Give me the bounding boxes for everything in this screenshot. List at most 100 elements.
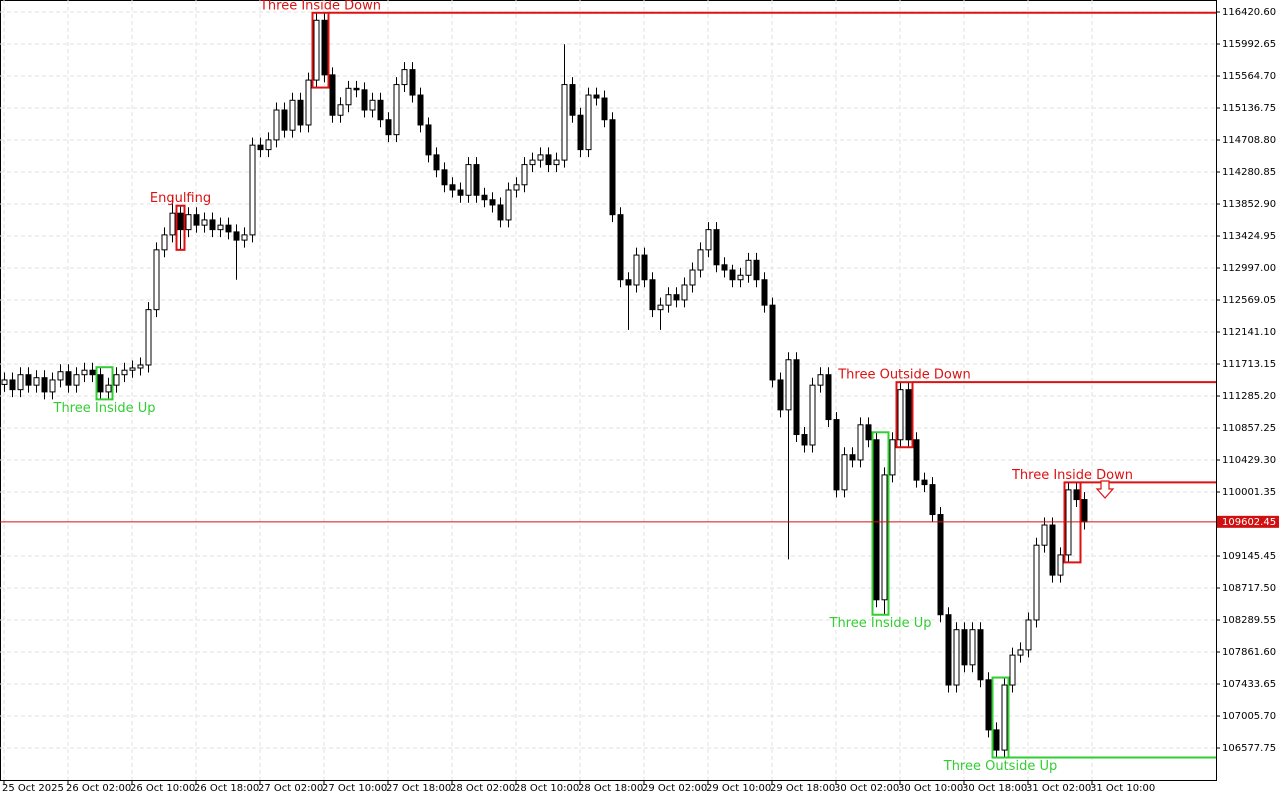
pattern-label: Three Inside Up	[53, 401, 156, 416]
candle-body	[89, 369, 96, 376]
candle-body	[921, 479, 928, 486]
candle-body	[729, 269, 736, 281]
pattern-label: Three Inside Down	[1011, 468, 1133, 483]
candle-body	[97, 374, 104, 393]
candle-body	[785, 359, 792, 411]
pattern-box	[95, 366, 114, 401]
candle-body	[417, 94, 424, 126]
candle-body	[137, 364, 144, 369]
candle-body	[769, 304, 776, 381]
x-tick-label: 26 Oct 10:00	[130, 783, 195, 794]
candle-body	[505, 189, 512, 221]
candle-body	[913, 439, 920, 481]
candle-body	[353, 87, 360, 91]
candle-body	[577, 114, 584, 151]
sell-arrow	[1095, 480, 1115, 499]
pattern-label: Three Outside Up	[943, 759, 1057, 774]
candle-body	[241, 234, 248, 241]
candle-body	[129, 367, 136, 371]
candle-body	[897, 389, 904, 441]
candle-body	[209, 219, 216, 231]
candle-body	[161, 234, 168, 251]
candle-body	[273, 109, 280, 141]
candle-body	[1033, 544, 1040, 621]
candle-body	[1017, 649, 1024, 656]
candle-body	[433, 154, 440, 171]
candle-body	[409, 69, 416, 96]
current-price-tag	[1217, 515, 1279, 528]
y-tick-label: 109145.45	[1222, 551, 1276, 562]
pattern-box	[991, 676, 1010, 759]
candle-body	[377, 99, 384, 121]
candle-body	[681, 284, 688, 301]
y-tick-label: 113424.95	[1222, 231, 1276, 242]
candle-body	[633, 254, 640, 286]
candle-body	[961, 629, 968, 666]
candle-body	[689, 269, 696, 286]
y-tick-label: 108717.50	[1222, 583, 1276, 594]
x-tick-label: 28 Oct 18:00	[578, 783, 643, 794]
pattern-box	[311, 11, 330, 89]
x-tick-label: 29 Oct 10:00	[706, 783, 771, 794]
pattern-box	[895, 381, 914, 449]
candle-body	[393, 84, 400, 136]
y-tick-label: 107433.65	[1222, 679, 1276, 690]
candle-body	[257, 144, 264, 151]
candle-body	[233, 231, 240, 241]
candle-body	[937, 514, 944, 616]
candle-body	[841, 454, 848, 491]
candle-body	[673, 294, 680, 301]
candle-body	[473, 164, 480, 196]
candle-body	[497, 204, 504, 221]
x-tick-label: 27 Oct 02:00	[258, 783, 323, 794]
candle-body	[1001, 684, 1008, 751]
candle-body	[217, 224, 224, 231]
candle-body	[249, 144, 256, 236]
plot-area	[0, 0, 1217, 781]
y-tick-label: 108289.55	[1222, 615, 1276, 626]
pattern-label: Three Inside Up	[829, 616, 932, 631]
candle-body	[185, 214, 192, 231]
candle-body	[657, 304, 664, 311]
candle-body	[761, 279, 768, 306]
candle-body	[81, 369, 88, 376]
candle-body	[145, 309, 152, 366]
x-tick-label: 30 Oct 10:00	[898, 783, 963, 794]
x-tick-label: 27 Oct 10:00	[322, 783, 387, 794]
candle-body	[585, 94, 592, 151]
candle-body	[601, 97, 608, 121]
candle-body	[569, 84, 576, 116]
candle-body	[625, 279, 632, 286]
candle-body	[457, 189, 464, 196]
y-tick-label: 113852.90	[1222, 199, 1276, 210]
candle-body	[25, 374, 32, 386]
candle-body	[817, 374, 824, 386]
candle-body	[953, 629, 960, 686]
candle-body	[745, 259, 752, 276]
x-tick-label: 28 Oct 02:00	[450, 783, 515, 794]
x-tick-label: 29 Oct 18:00	[770, 783, 835, 794]
current-price-label: 109602.45	[1222, 517, 1276, 528]
y-tick-label: 116420.60	[1222, 7, 1276, 18]
y-tick-label: 110857.25	[1222, 423, 1276, 434]
candle-body	[345, 87, 352, 106]
candle-body	[641, 254, 648, 281]
candle-body	[553, 159, 560, 166]
pattern-label: Three Outside Down	[837, 368, 971, 383]
y-tick-label: 114280.85	[1222, 167, 1276, 178]
candle-body	[65, 371, 72, 386]
candle-body	[849, 454, 856, 461]
candle-body	[201, 219, 208, 226]
candle-body	[193, 214, 200, 226]
pattern-box	[175, 204, 186, 251]
candle-body	[9, 379, 16, 391]
pattern-box	[871, 431, 890, 616]
candle-body	[753, 259, 760, 281]
pattern-label: Three Inside Down	[259, 0, 381, 13]
candle-body	[513, 184, 520, 191]
candle-body	[617, 214, 624, 281]
candle-body	[609, 119, 616, 216]
candle-body	[857, 424, 864, 461]
candle-body	[225, 224, 232, 233]
candles	[1, 12, 1088, 758]
